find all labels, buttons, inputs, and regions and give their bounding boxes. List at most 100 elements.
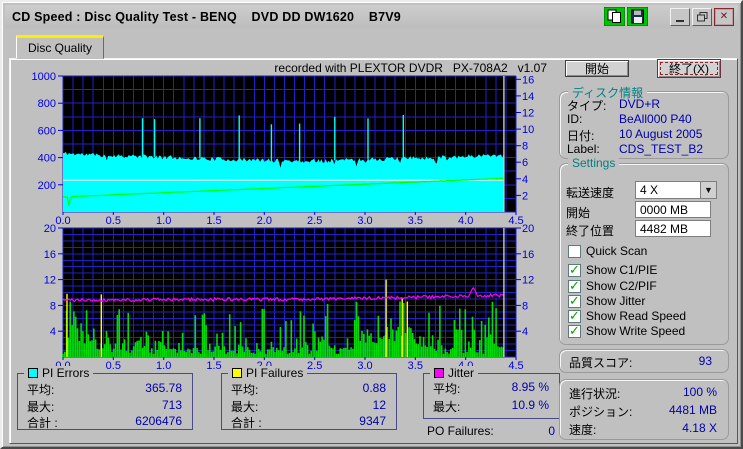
speed-label: 転送速度 xyxy=(566,186,615,200)
svg-text:8: 8 xyxy=(522,300,528,312)
checkbox-show-c2-pif[interactable]: ✓ Show C2/PIF xyxy=(568,278,657,293)
svg-text:2.0: 2.0 xyxy=(257,215,272,227)
dropdown-arrow-icon[interactable]: ▼ xyxy=(700,182,716,198)
close-button[interactable]: ✕ xyxy=(714,7,734,26)
pi-errors-title: PI Errors xyxy=(42,366,90,380)
position-label: ポジション: xyxy=(569,405,633,419)
tab-strip: Disc Quality xyxy=(5,31,738,59)
pi-errors-legend: PI Errors 平均: 365.78 最大: 713 合計 :6206476 xyxy=(17,366,193,430)
settings-title: Settings xyxy=(568,156,620,170)
copy-icon[interactable] xyxy=(604,7,625,26)
tab-disc-quality[interactable]: Disc Quality xyxy=(16,35,104,59)
svg-text:3.5: 3.5 xyxy=(408,360,423,372)
pi-failures-legend: PI Failures 平均: 0.88 最大: 12 合計 :9347 xyxy=(221,366,397,430)
svg-text:3.0: 3.0 xyxy=(357,360,372,372)
svg-text:12: 12 xyxy=(44,275,56,287)
checkbox-show-jitter[interactable]: ✓ Show Jitter xyxy=(568,293,646,308)
minimize-button[interactable] xyxy=(670,7,690,26)
pi-failures-swatch xyxy=(232,368,242,378)
pi-failures-avg: 平均: 0.88 xyxy=(231,381,386,397)
svg-text:400: 400 xyxy=(38,153,56,165)
start-position-field[interactable]: 0000 MB xyxy=(635,201,711,218)
svg-text:12: 12 xyxy=(522,275,534,287)
show-jitter-checkbox[interactable]: ✓ xyxy=(568,293,581,308)
show-c1-pie-checkbox[interactable]: ✓ xyxy=(568,262,581,277)
jitter-max: 最大: 10.9 % xyxy=(433,398,549,414)
pi-errors-swatch xyxy=(28,368,38,378)
svg-text:0.5: 0.5 xyxy=(106,215,121,227)
close-icon: ✕ xyxy=(719,11,729,22)
progress-group xyxy=(559,379,729,440)
svg-text:0.5: 0.5 xyxy=(106,360,121,372)
recorded-with-note: recorded with PLEXTOR DVDR PX-708A2 v1.0… xyxy=(274,61,547,75)
maximize-button[interactable] xyxy=(692,7,712,26)
svg-text:16: 16 xyxy=(44,249,56,261)
svg-text:4.5: 4.5 xyxy=(508,215,523,227)
title-bar[interactable]: CD Speed : Disc Quality Test - BENQ DVD … xyxy=(5,5,738,28)
disc-info-group: ディスク情報 xyxy=(559,84,729,159)
checkbox-show-write-speed[interactable]: ✓ Show Write Speed xyxy=(568,323,686,338)
pi-errors-max: 最大: 713 xyxy=(27,398,182,414)
svg-text:6: 6 xyxy=(522,157,528,169)
show-c2-pif-checkbox[interactable]: ✓ xyxy=(568,278,581,293)
window-title: CD Speed : Disc Quality Test - BENQ DVD … xyxy=(12,9,401,24)
jitter-title: Jitter xyxy=(448,366,475,380)
svg-text:800: 800 xyxy=(38,98,56,110)
svg-text:600: 600 xyxy=(38,125,56,137)
svg-text:4: 4 xyxy=(522,326,528,338)
quality-score-value: 93 xyxy=(698,354,712,368)
show-read-speed-checkbox[interactable]: ✓ xyxy=(568,308,581,323)
exit-button[interactable]: 終了(X) xyxy=(657,59,721,78)
disc-type-row: タイプ: DVD+R xyxy=(567,97,661,113)
svg-text:16: 16 xyxy=(522,249,534,261)
position-value: 4481 MB xyxy=(668,403,717,417)
tab-label: Disc Quality xyxy=(27,41,92,55)
jitter-avg: 平均: 8.95 % xyxy=(433,380,549,396)
svg-text:1.0: 1.0 xyxy=(156,360,171,372)
svg-text:200: 200 xyxy=(38,180,56,192)
charts-svg: 200 400 600 800 1000 2 4 6 8 10 12 14 16 0.0 0.5 1.0 1.5… xyxy=(32,71,535,372)
speed-status-label: 速度: xyxy=(569,423,597,437)
quality-score-label: 品質スコア: xyxy=(569,356,633,370)
start-button[interactable]: 開始 xyxy=(565,60,629,77)
po-failures-label: PO Failures: xyxy=(427,424,494,438)
restore-icon xyxy=(696,11,707,21)
end-pos-label: 終了位置 xyxy=(566,224,615,238)
checkbox-show-c1-pie[interactable]: ✓ Show C1/PIE xyxy=(568,262,658,277)
progress-value: 100 % xyxy=(682,385,717,399)
po-failures-value: 0 xyxy=(548,424,555,438)
settings-group: Settings xyxy=(559,156,729,345)
jitter-legend: Jitter 平均: 8.95 % 最大: 10.9 % xyxy=(423,366,560,419)
speed-select[interactable]: 4 X ▼ xyxy=(635,181,717,199)
svg-text:10: 10 xyxy=(522,124,534,136)
svg-text:4: 4 xyxy=(50,326,56,338)
quick-scan-checkbox[interactable] xyxy=(568,244,581,258)
end-position-field[interactable]: 4482 MB xyxy=(635,220,711,237)
tab-page: recorded with PLEXTOR DVDR PX-708A2 v1.0… xyxy=(9,58,738,444)
svg-text:8: 8 xyxy=(50,300,56,312)
checkbox-quick-scan[interactable]: Quick Scan xyxy=(568,244,647,258)
svg-text:16: 16 xyxy=(522,74,534,86)
svg-text:4.5: 4.5 xyxy=(508,360,523,372)
svg-text:20: 20 xyxy=(522,223,534,235)
checkbox-show-read-speed[interactable]: ✓ Show Read Speed xyxy=(568,308,687,323)
svg-text:3.5: 3.5 xyxy=(408,215,423,227)
svg-text:0.0: 0.0 xyxy=(55,215,70,227)
disc-label-row: Label: CDS_TEST_B2 xyxy=(567,142,704,156)
pi-failures-total: 合計 :9347 xyxy=(231,414,386,430)
save-icon[interactable] xyxy=(627,7,648,26)
svg-text:4: 4 xyxy=(522,174,528,186)
po-failures: PO Failures: 0 xyxy=(427,424,555,438)
disc-info-title: ディスク情報 xyxy=(568,84,648,101)
svg-text:1.0: 1.0 xyxy=(156,215,171,227)
svg-text:14: 14 xyxy=(522,91,534,103)
svg-text:1.5: 1.5 xyxy=(206,215,221,227)
svg-text:20: 20 xyxy=(44,223,56,235)
quality-charts: 200 400 600 800 1000 2 4 6 8 10 12 14 16 0.0 0.5 1.0 1.5… xyxy=(12,61,558,373)
svg-text:3.0: 3.0 xyxy=(357,215,372,227)
show-write-speed-checkbox[interactable]: ✓ xyxy=(568,323,581,338)
svg-text:2: 2 xyxy=(522,190,528,202)
svg-text:2.5: 2.5 xyxy=(307,360,322,372)
speed-status-value: 4.18 X xyxy=(682,421,717,435)
